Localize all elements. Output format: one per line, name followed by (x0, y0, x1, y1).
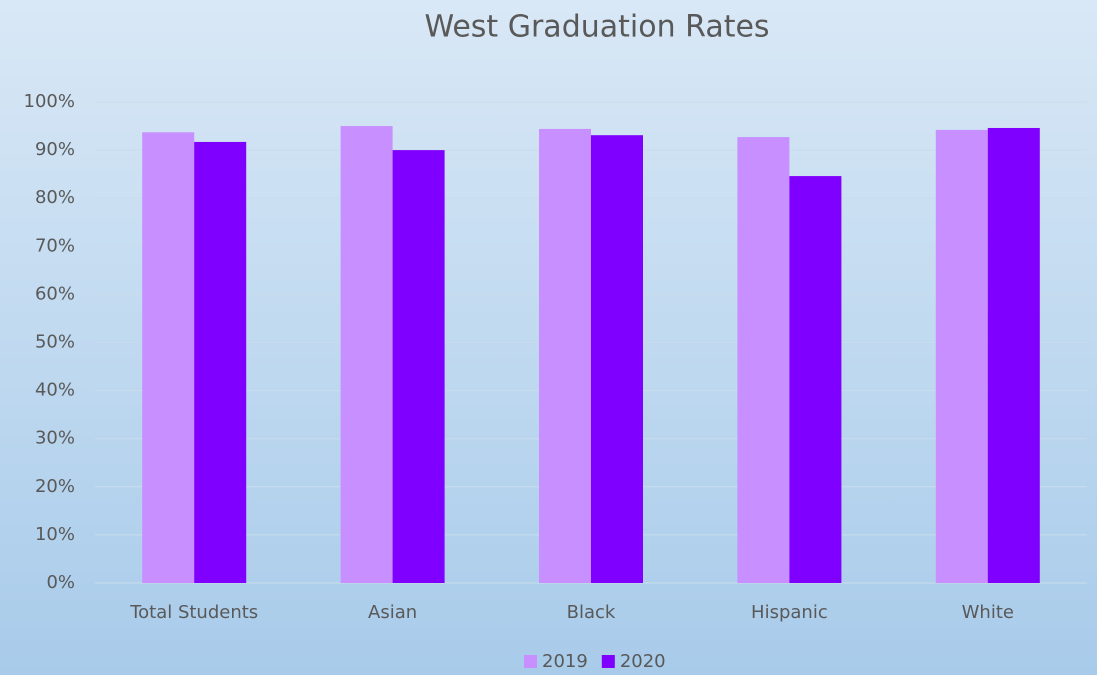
x-tick-label: Black (567, 602, 616, 623)
bar (591, 135, 643, 583)
y-tick-label: 100% (24, 91, 75, 112)
y-tick-label: 50% (35, 332, 75, 353)
legend-swatch (601, 655, 615, 668)
legend-label: 2019 (542, 651, 588, 672)
legend-swatch (524, 655, 537, 668)
y-tick-label: 70% (35, 235, 75, 256)
y-tick-label: 40% (35, 380, 75, 401)
bar (340, 126, 393, 584)
bar (142, 132, 195, 584)
y-tick-label: 80% (35, 187, 75, 208)
legend-label: 2020 (620, 651, 666, 672)
bar (194, 141, 247, 583)
x-tick-label: Asian (368, 602, 417, 623)
x-tick-label: Hispanic (751, 602, 828, 623)
x-tick-label: White (962, 602, 1014, 623)
y-tick-label: 10% (35, 524, 75, 545)
x-tick-label: Total Students (129, 602, 258, 623)
bar (789, 176, 842, 583)
bar (737, 137, 790, 583)
bar (392, 150, 445, 583)
bar (987, 127, 1040, 583)
y-tick-label: 60% (35, 283, 75, 304)
y-tick-label: 90% (35, 139, 75, 160)
y-tick-label: 0% (46, 572, 75, 593)
bar (539, 128, 591, 583)
chart-title: West Graduation Rates (424, 10, 769, 45)
y-tick-label: 30% (35, 428, 75, 449)
bar (935, 129, 988, 583)
y-tick-label: 20% (35, 476, 75, 497)
